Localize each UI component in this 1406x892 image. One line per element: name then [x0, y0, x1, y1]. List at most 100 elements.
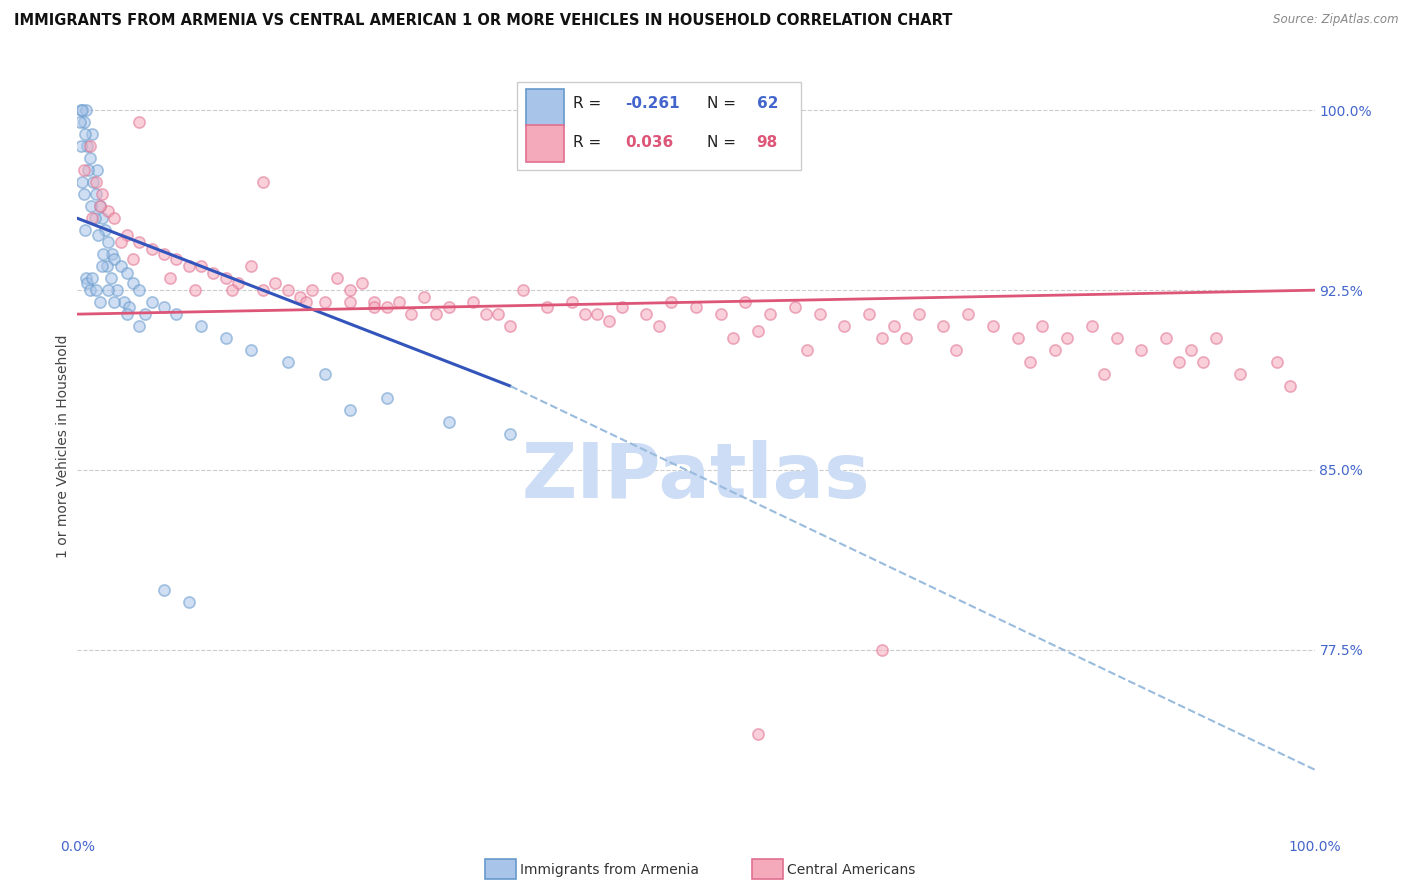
Point	[141, 243, 163, 257]
Point	[685, 300, 707, 314]
Text: N =: N =	[707, 95, 741, 111]
Point	[134, 307, 156, 321]
Point	[1007, 331, 1029, 345]
Point	[91, 187, 114, 202]
Point	[82, 271, 104, 285]
Point	[72, 187, 94, 202]
Point	[79, 139, 101, 153]
Point	[115, 227, 138, 242]
Point	[659, 295, 682, 310]
Point	[79, 151, 101, 165]
Point	[1278, 379, 1301, 393]
Point	[226, 276, 249, 290]
Point	[202, 266, 225, 280]
Point	[177, 595, 200, 609]
Point	[252, 283, 274, 297]
Point	[128, 115, 150, 129]
Point	[499, 319, 522, 334]
Point	[70, 139, 93, 153]
Point	[1167, 355, 1189, 369]
Point	[239, 343, 262, 357]
Point	[870, 331, 893, 345]
Point	[100, 271, 122, 285]
Point	[128, 283, 150, 297]
Point	[896, 331, 918, 345]
Point	[598, 314, 620, 328]
Text: -0.261: -0.261	[626, 95, 681, 111]
Point	[89, 295, 111, 310]
Point	[350, 276, 373, 290]
Point	[363, 295, 385, 310]
Point	[77, 163, 100, 178]
Point	[252, 175, 274, 189]
Point	[1205, 331, 1227, 345]
Point	[388, 295, 411, 310]
Point	[375, 300, 398, 314]
Point	[239, 259, 262, 273]
Point	[783, 300, 806, 314]
Point	[91, 211, 114, 226]
Point	[103, 295, 125, 310]
Point	[86, 163, 108, 178]
Point	[648, 319, 671, 334]
Point	[72, 163, 94, 178]
Point	[512, 283, 534, 297]
Point	[907, 307, 929, 321]
Y-axis label: 1 or more Vehicles in Household: 1 or more Vehicles in Household	[56, 334, 70, 558]
Point	[412, 290, 434, 304]
Point	[932, 319, 955, 334]
Point	[883, 319, 905, 334]
Point	[870, 642, 893, 657]
Text: N =: N =	[707, 136, 741, 151]
Point	[277, 355, 299, 369]
Point	[76, 276, 98, 290]
Point	[610, 300, 633, 314]
Point	[105, 283, 128, 297]
Text: R =: R =	[574, 95, 606, 111]
Point	[153, 247, 176, 261]
Point	[721, 331, 744, 345]
Point	[401, 307, 423, 321]
Point	[747, 324, 769, 338]
Point	[425, 307, 447, 321]
Point	[122, 252, 145, 266]
Point	[110, 235, 132, 250]
Point	[75, 103, 97, 118]
Point	[1081, 319, 1104, 334]
Text: R =: R =	[574, 136, 606, 151]
Point	[112, 295, 135, 310]
Point	[326, 271, 349, 285]
Text: Immigrants from Armenia: Immigrants from Armenia	[520, 863, 699, 877]
Point	[710, 307, 733, 321]
Text: Central Americans: Central Americans	[787, 863, 915, 877]
Point	[177, 259, 200, 273]
Point	[437, 300, 460, 314]
Point	[190, 319, 212, 334]
Point	[128, 319, 150, 334]
Point	[474, 307, 496, 321]
Point	[72, 115, 94, 129]
Text: IMMIGRANTS FROM ARMENIA VS CENTRAL AMERICAN 1 OR MORE VEHICLES IN HOUSEHOLD CORR: IMMIGRANTS FROM ARMENIA VS CENTRAL AMERI…	[14, 13, 952, 29]
Point	[363, 300, 385, 314]
Point	[264, 276, 287, 290]
Point	[76, 139, 98, 153]
FancyBboxPatch shape	[516, 81, 801, 169]
Point	[101, 247, 124, 261]
Point	[83, 211, 105, 226]
Point	[221, 283, 243, 297]
Point	[79, 283, 101, 297]
Text: 62: 62	[756, 95, 778, 111]
Point	[536, 300, 558, 314]
Point	[636, 307, 658, 321]
Point	[190, 259, 212, 273]
Point	[128, 235, 150, 250]
Point	[110, 259, 132, 273]
Point	[301, 283, 323, 297]
Point	[463, 295, 485, 310]
Point	[103, 252, 125, 266]
Point	[165, 252, 187, 266]
Text: 98: 98	[756, 136, 778, 151]
Point	[82, 211, 104, 226]
Point	[1105, 331, 1128, 345]
Point	[834, 319, 856, 334]
